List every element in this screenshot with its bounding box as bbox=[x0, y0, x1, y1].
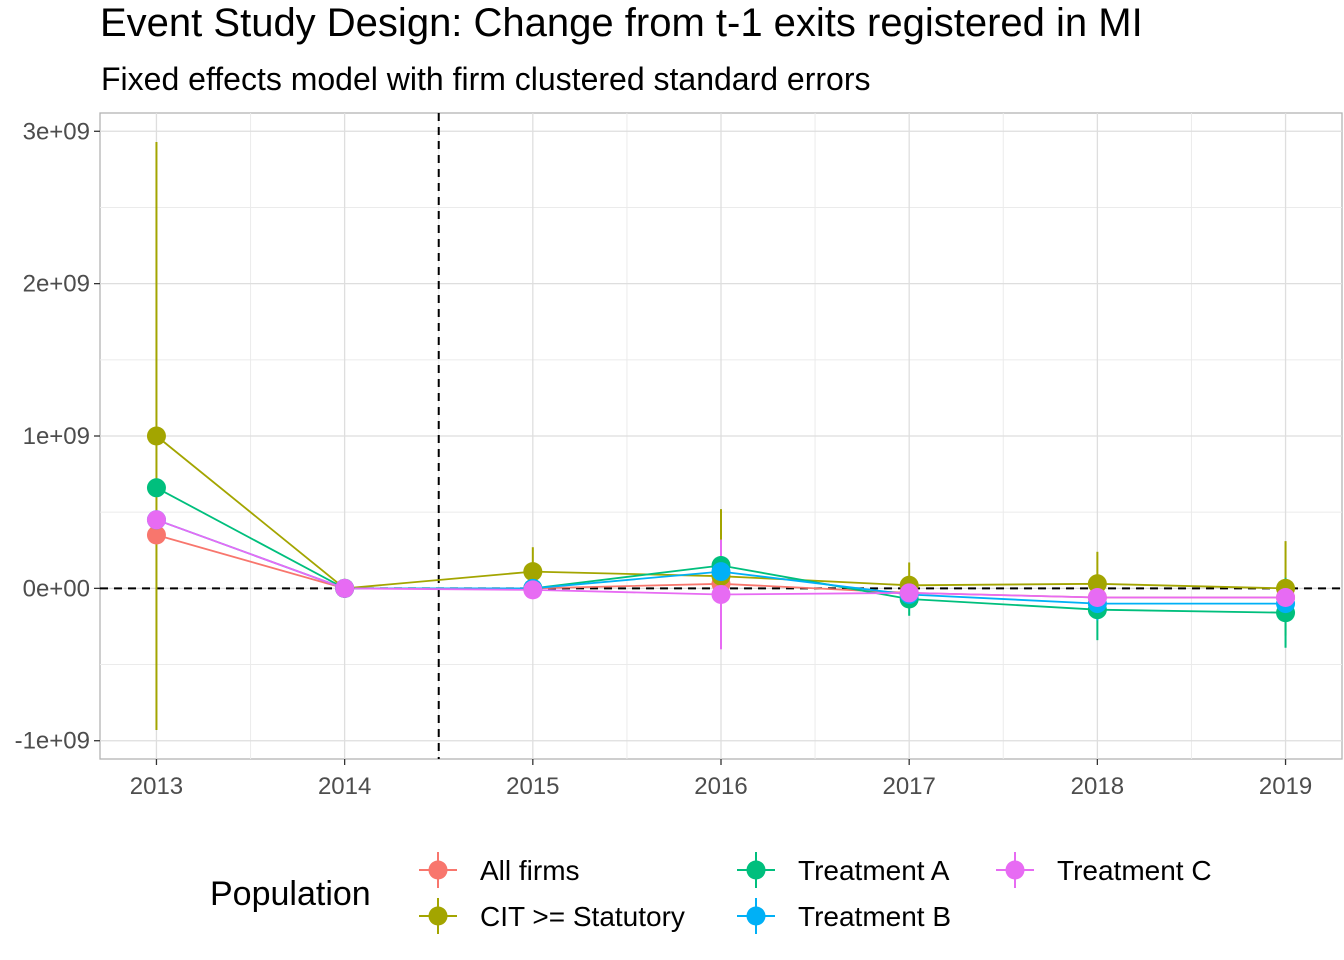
y-tick-label: 0e+00 bbox=[23, 575, 90, 602]
data-point bbox=[146, 525, 166, 545]
data-point bbox=[335, 578, 355, 598]
y-axis-ticks: -1e+09 0e+00 1e+09 2e+09 3e+09 bbox=[15, 118, 100, 755]
legend: All firms CIT >= Statutory Treatment A Trea… bbox=[419, 852, 1212, 934]
data-point bbox=[523, 580, 543, 600]
legend-item: Treatment A bbox=[737, 852, 950, 888]
legend-key-point bbox=[746, 860, 766, 880]
series-points bbox=[146, 426, 1296, 623]
series-layer bbox=[146, 141, 1296, 731]
x-tick-label: 2016 bbox=[694, 773, 747, 800]
legend-key-point bbox=[746, 906, 766, 926]
legend-key-point bbox=[428, 906, 448, 926]
legend-label: All firms bbox=[480, 855, 580, 886]
legend-label: Treatment C bbox=[1057, 855, 1212, 886]
legend-label: Treatment A bbox=[798, 855, 950, 886]
legend-title: Population bbox=[210, 875, 371, 913]
y-tick-label: 3e+09 bbox=[23, 118, 90, 145]
legend-item: CIT >= Statutory bbox=[419, 898, 685, 934]
data-point bbox=[899, 583, 919, 603]
data-point bbox=[711, 584, 731, 604]
y-tick-label: 1e+09 bbox=[23, 423, 90, 450]
legend-item: Treatment C bbox=[996, 852, 1212, 888]
y-tick-label: -1e+09 bbox=[15, 728, 90, 755]
legend-label: Treatment B bbox=[798, 901, 951, 932]
data-point bbox=[1276, 588, 1296, 607]
x-tick-label: 2014 bbox=[318, 773, 371, 800]
legend-label: CIT >= Statutory bbox=[480, 901, 685, 932]
legend-key-point bbox=[1005, 860, 1025, 880]
legend-item: All firms bbox=[419, 852, 580, 888]
legend-key-point bbox=[428, 860, 448, 880]
data-point bbox=[523, 562, 543, 582]
data-point bbox=[1087, 588, 1107, 607]
y-tick-label: 2e+09 bbox=[23, 271, 90, 298]
data-point bbox=[146, 510, 166, 530]
data-point bbox=[146, 478, 166, 498]
chart-title: Event Study Design: Change from t-1 exit… bbox=[100, 1, 1143, 45]
x-tick-label: 2018 bbox=[1071, 773, 1124, 800]
chart-subtitle: Fixed effects model with firm clustered … bbox=[101, 61, 870, 97]
x-axis-ticks: 2013 2014 2015 2016 2017 2018 2019 bbox=[130, 759, 1312, 800]
data-point bbox=[146, 426, 166, 446]
x-tick-label: 2017 bbox=[882, 773, 935, 800]
x-tick-label: 2015 bbox=[506, 773, 559, 800]
grid-layer bbox=[100, 113, 1342, 759]
data-point bbox=[711, 562, 731, 582]
legend-item: Treatment B bbox=[737, 898, 951, 934]
x-tick-label: 2013 bbox=[130, 773, 183, 800]
data-point bbox=[1087, 574, 1107, 594]
x-tick-label: 2019 bbox=[1259, 773, 1312, 800]
